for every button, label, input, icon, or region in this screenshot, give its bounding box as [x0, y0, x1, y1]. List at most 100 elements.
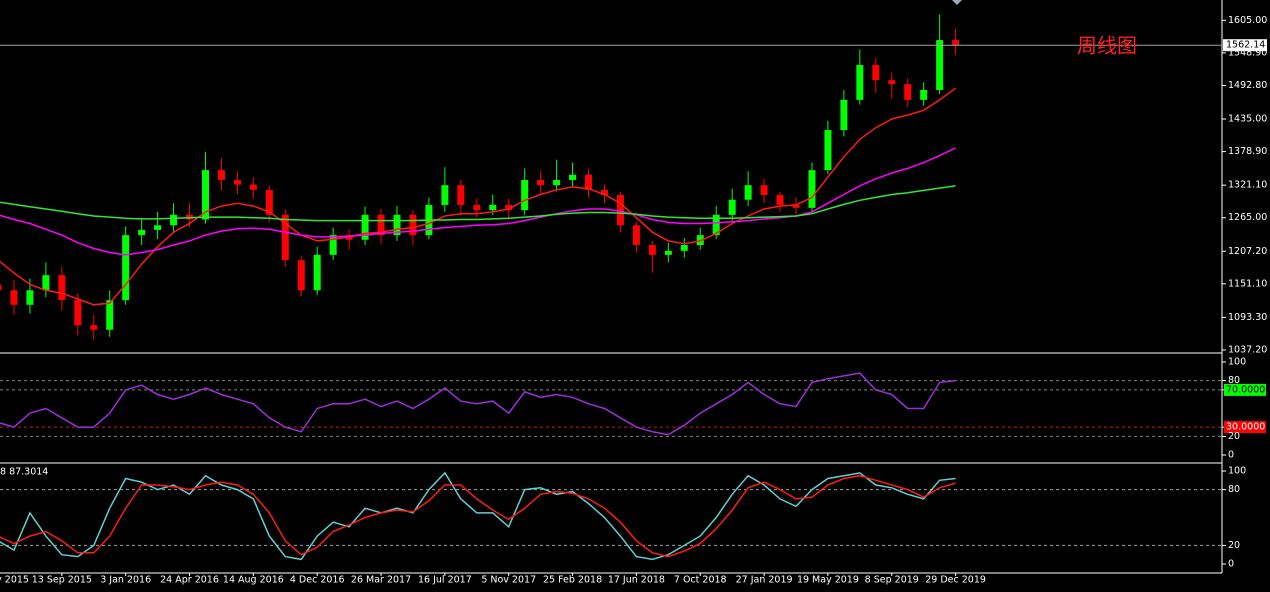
- y-tick-label: 100: [1228, 356, 1246, 367]
- candle-body: [249, 184, 257, 190]
- y-tick-label: 0: [1228, 559, 1234, 570]
- x-tick-label: 14 Aug 2016: [223, 575, 284, 586]
- candle-body: [824, 130, 832, 171]
- candle-body: [808, 170, 816, 208]
- candle-body: [744, 185, 752, 200]
- y-tick-label: 100: [1228, 466, 1246, 477]
- candle-body: [297, 260, 305, 291]
- x-tick-label: 24 Apr 2016: [160, 575, 219, 586]
- x-tick-label: 16 Jul 2017: [418, 575, 472, 586]
- indicator-line: [0, 372, 956, 436]
- y-tick-label: 1151.10: [1228, 278, 1267, 289]
- candle-body: [457, 185, 465, 205]
- y-tick-label: 1548.90: [1228, 47, 1267, 58]
- y-tick-label: 1435.00: [1228, 114, 1267, 125]
- candle-body: [313, 254, 321, 291]
- candle-body: [377, 214, 385, 236]
- x-tick-label: 26 Mar 2017: [351, 575, 411, 586]
- candle-body: [664, 250, 672, 255]
- y-tick-label: 1207.20: [1228, 246, 1267, 257]
- x-tick-label: 24 May 2015: [0, 575, 29, 586]
- candle-body: [90, 325, 98, 330]
- candle-body: [409, 214, 417, 236]
- candle-body: [217, 170, 225, 180]
- price-box: [1223, 39, 1267, 52]
- candle-body: [233, 179, 241, 185]
- y-tick-label: 1321.10: [1228, 180, 1267, 191]
- candle-body: [904, 84, 912, 100]
- y-tick-label: 1492.80: [1228, 80, 1267, 91]
- candle-body: [489, 204, 497, 211]
- candle-body: [10, 290, 18, 305]
- candle-body: [329, 235, 337, 255]
- y-tick-label: 1605.00: [1228, 15, 1267, 26]
- candle-body: [537, 179, 545, 186]
- candle-body: [840, 99, 848, 131]
- candle-body: [361, 214, 369, 240]
- candle-body: [776, 195, 784, 205]
- candle-body: [872, 65, 880, 81]
- y-tick-label: 30.0000: [1226, 422, 1265, 433]
- candle-body: [792, 204, 800, 208]
- x-tick-label: 19 May 2019: [797, 575, 859, 586]
- candle-body: [712, 214, 720, 236]
- x-tick-label: 29 Dec 2019: [925, 575, 986, 586]
- y-tick-label: 1265.00: [1228, 212, 1267, 223]
- y-tick-label: 0: [1228, 450, 1234, 461]
- chart-title: 周线图: [1077, 34, 1137, 58]
- candle-body: [58, 275, 66, 301]
- x-tick-label: 27 Jan 2019: [736, 575, 793, 586]
- x-tick-label: 7 Oct 2018: [674, 575, 727, 586]
- candle-body: [473, 204, 481, 211]
- candle-body: [728, 199, 736, 215]
- candle-body: [281, 214, 289, 261]
- candle-body: [553, 179, 561, 186]
- candle-body: [856, 65, 864, 100]
- indicator-line: [0, 471, 956, 561]
- indicator-line: [0, 185, 956, 222]
- candle-body: [106, 300, 114, 330]
- y-tick-label: 20: [1228, 540, 1240, 551]
- candle-body: [393, 214, 401, 236]
- candle-body: [265, 189, 273, 215]
- candle-body: [680, 245, 688, 251]
- y-tick-label: 1378.90: [1228, 146, 1267, 157]
- candle-body: [170, 214, 178, 226]
- candle-body: [42, 275, 50, 291]
- x-tick-label: 8 Sep 2019: [865, 575, 919, 586]
- y-tick-label: 1093.30: [1228, 312, 1267, 323]
- x-tick-label: 4 Dec 2016: [290, 575, 345, 586]
- candle-body: [569, 174, 577, 180]
- x-tick-label: 5 Nov 2017: [481, 575, 536, 586]
- x-tick-label: 3 Jan 2016: [100, 575, 151, 586]
- y-tick-label: 1037.20: [1228, 344, 1267, 355]
- candle-body: [505, 204, 513, 211]
- indicator-header: 8 87.3014: [0, 467, 48, 478]
- candle-body: [154, 225, 162, 230]
- current-price: 1562.14: [1226, 40, 1265, 51]
- candle-body: [616, 195, 624, 226]
- candle-body: [760, 185, 768, 196]
- x-tick-label: 13 Sep 2015: [32, 575, 92, 586]
- y-tick-label: 80: [1228, 484, 1240, 495]
- marker: [952, 0, 962, 5]
- candle-body: [201, 170, 209, 220]
- candle-body: [521, 179, 529, 211]
- candle-body: [632, 225, 640, 246]
- y-tick-label: 80: [1228, 375, 1240, 386]
- candle-body: [936, 40, 944, 90]
- candle-body: [952, 40, 960, 46]
- indicator-line: [0, 87, 957, 306]
- candle-body: [600, 189, 608, 196]
- y-tick-label: 70.0000: [1226, 384, 1265, 395]
- candle-body: [648, 245, 656, 255]
- candle-body: [122, 235, 130, 301]
- candle-body: [920, 89, 928, 100]
- candle-body: [0, 284, 2, 291]
- candle-body: [441, 185, 449, 205]
- candle-body: [74, 300, 82, 326]
- candle-body: [585, 174, 593, 190]
- level-box: [1224, 421, 1266, 434]
- x-tick-label: 25 Feb 2018: [543, 575, 602, 586]
